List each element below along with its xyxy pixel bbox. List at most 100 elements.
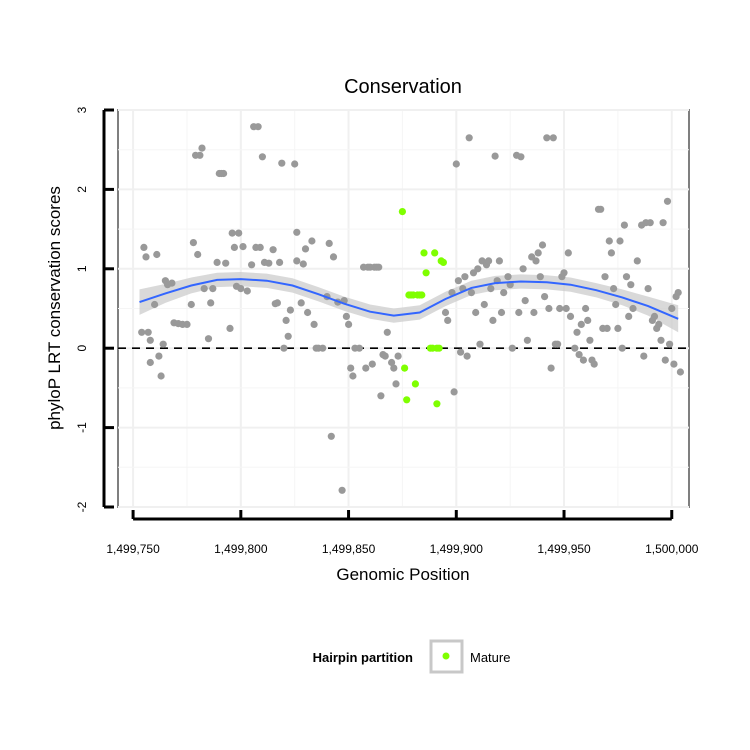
other-point [198,144,206,152]
other-point [144,328,152,336]
other-point [146,358,154,367]
data-points [138,123,685,494]
other-point [497,308,506,317]
other-point [517,153,525,161]
other-point [230,243,238,251]
other-point [491,152,499,160]
other-point [362,364,370,372]
other-point [545,304,553,313]
y-tick-label: 0 [75,345,89,352]
other-point [515,308,523,317]
other-point [612,300,620,309]
other-point [293,257,301,265]
other-point [239,243,247,251]
legend-mature-swatch [442,652,450,660]
other-point [655,320,663,328]
other-point [394,352,402,360]
other-point [465,134,473,142]
other-point [584,316,592,324]
other-point [291,160,299,168]
other-point [338,486,346,494]
other-point [140,243,148,251]
other-point [586,336,594,344]
other-point [381,352,389,360]
other-point [571,344,579,352]
other-point [547,364,555,372]
x-tick-label: 1,499,850 [322,542,376,556]
mature-point [411,380,419,388]
mature-point [420,249,428,257]
other-point [452,160,460,168]
other-point [256,243,264,251]
smooth-confidence-band [139,272,679,333]
confidence-band-area [139,272,679,333]
y-axis-label: phyloP LRT conservation scores [45,186,64,430]
other-point [590,360,598,368]
other-point [467,289,475,297]
other-point [280,344,288,352]
other-point [500,289,508,297]
mature-point [439,258,447,266]
mature-point [433,400,441,408]
legend-label-mature: Mature [470,650,510,665]
smooth-curve [139,278,679,320]
other-point [138,328,146,336]
other-point [633,257,641,265]
other-point [392,380,400,388]
other-point [273,299,281,307]
other-point [213,258,221,266]
other-point [532,257,540,265]
legend: Hairpin partition Mature [313,639,510,674]
other-point [220,169,228,178]
other-point [629,304,637,313]
other-point [151,300,159,309]
other-point [159,340,167,348]
mature-point [422,269,430,277]
other-point [248,261,256,269]
other-point [480,300,488,309]
other-point [200,285,208,293]
other-point [495,257,503,265]
other-point [304,308,312,317]
other-point [566,312,575,320]
other-point [644,285,652,293]
other-point [556,304,564,313]
other-point [603,324,611,332]
other-point [228,229,236,237]
other-point [243,287,251,295]
other-point [278,159,286,167]
other-point [377,392,385,400]
other-point [579,356,588,364]
other-point [622,273,631,281]
other-point [325,239,333,247]
other-point [474,265,482,273]
other-point [674,289,682,297]
other-point [519,265,527,273]
other-point [536,273,544,281]
mature-point [398,208,406,216]
other-point [329,253,338,261]
other-point [194,250,202,259]
other-point [625,312,633,320]
x-tick-label: 1,499,800 [214,542,268,556]
other-point [355,344,363,352]
other-point [207,299,215,307]
other-point [597,205,605,213]
other-point [368,360,376,368]
smooth-trend-line [139,278,679,320]
other-point [454,277,462,285]
x-tick-label: 1,499,950 [537,542,591,556]
other-point [444,316,452,324]
other-point [676,368,685,376]
other-point [521,297,529,305]
other-point [627,281,635,289]
other-point [504,273,512,281]
mature-point [418,291,426,299]
other-point [543,134,551,142]
other-point [582,304,590,313]
other-point [189,239,197,247]
mature-point [403,396,411,404]
other-point [534,249,542,257]
other-point [390,364,398,372]
